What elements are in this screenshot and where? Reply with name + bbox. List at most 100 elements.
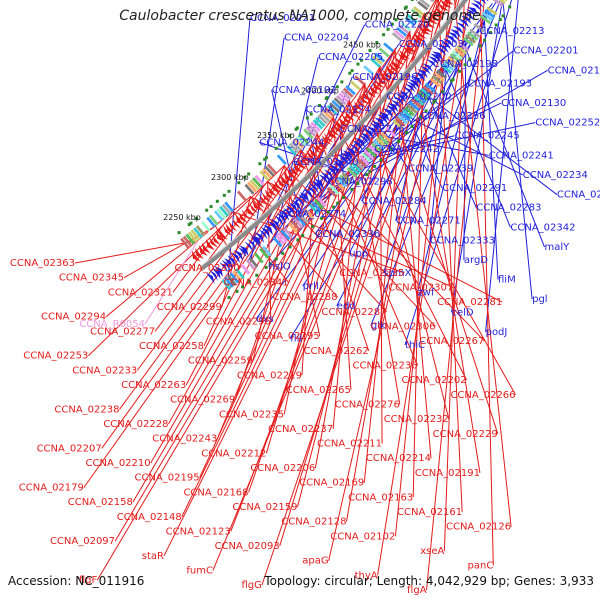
forward-gene-label: CCNA_02197 [548, 65, 600, 76]
tick-mark-outer [463, 63, 467, 67]
cog-category-box-inner [249, 179, 260, 191]
reverse-gene-label-connector [114, 0, 437, 542]
forward-gene-arrow [340, 152, 351, 163]
tick-mark-outer [227, 296, 231, 300]
reverse-gene-arrow [444, 0, 454, 5]
forward-gene-arrow [224, 258, 233, 269]
reverse-gene-arrow [225, 223, 235, 234]
reverse-gene-arrow [368, 84, 380, 95]
reverse-gene-label: CCNA_02299 [157, 302, 222, 313]
reverse-gene-label-connector [132, 30, 411, 503]
reverse-gene-label: CCNA_02341 [223, 278, 288, 289]
forward-gene-label: CCNA_02252 [535, 118, 600, 129]
forward-gene-arrow [414, 72, 426, 82]
reverse-gene-label-connector [394, 0, 451, 537]
forward-gene-label: CCNA_02284 [362, 196, 427, 207]
reverse-gene-arrow [302, 153, 313, 164]
cog-category-box-outer [313, 198, 325, 210]
cog-category-box-outer [436, 69, 448, 80]
forward-gene-label: CCNA_02203 [399, 39, 464, 50]
reverse-gene-label: CCNA_02161 [397, 507, 462, 518]
cog-category-box-inner [180, 237, 190, 249]
cog-category-box-inner [201, 220, 211, 232]
reverse-gene-label-connector [74, 239, 199, 264]
reverse-gene-arrow [329, 126, 340, 137]
tick-mark-inner [274, 146, 278, 150]
reverse-gene-arrow [341, 114, 352, 124]
tick-mark-outer [451, 77, 455, 81]
forward-gene-arrow [450, 29, 462, 38]
cog-category-box-inner [182, 235, 193, 247]
cog-category-box-outer [272, 236, 283, 248]
cog-category-box-outer [413, 95, 425, 106]
forward-gene-label-connector [483, 14, 499, 280]
reverse-gene-label: CCNA_02211 [317, 439, 382, 450]
cog-category-box-outer [373, 139, 385, 151]
reverse-gene-arrow [261, 191, 271, 203]
forward-gene-arrow [455, 21, 467, 31]
reverse-gene-label-connector [443, 0, 465, 551]
forward-gene-arrow [371, 120, 382, 131]
reverse-gene-label: CCNA_02195 [134, 473, 199, 484]
forward-gene-arrow [258, 229, 268, 240]
cog-category-box-inner [336, 94, 347, 106]
cog-category-box-inner [417, 0, 429, 11]
cog-category-box-inner [224, 201, 235, 213]
reverse-gene-label: CCNA_02237 [268, 424, 333, 435]
reverse-gene-label: flgG [241, 580, 261, 591]
tick-mark-outer [468, 57, 472, 61]
tick-mark-inner [359, 58, 363, 62]
scale-tick-label: 2350 kbp [257, 131, 295, 140]
cog-category-box-outer [232, 270, 243, 282]
forward-gene-label: CCNA_02285 [557, 190, 600, 201]
cog-category-box-outer [469, 28, 481, 39]
forward-gene-arrow [285, 205, 295, 216]
cog-category-box-inner [276, 154, 287, 165]
reverse-gene-label-connector [348, 100, 516, 396]
cog-category-box-outer [498, 0, 506, 5]
forward-gene-label: thiC [405, 340, 425, 351]
forward-gene-label: malY [545, 242, 571, 253]
backbone-inner-highlight [200, 0, 464, 268]
reverse-gene-arrow [258, 194, 269, 205]
tick-mark-inner [264, 156, 268, 160]
reverse-gene-label: CCNA_02269 [170, 395, 235, 406]
reverse-gene-label: thyA [355, 570, 378, 581]
cog-category-box-inner [363, 65, 375, 76]
scale-tick-label: 2500 kbp [383, 0, 421, 2]
tick-mark-outer [373, 164, 377, 168]
forward-gene-label: CCNA_02246 [340, 124, 405, 135]
cog-category-box-outer [378, 134, 389, 145]
reverse-gene-arrow [222, 225, 232, 237]
forward-gene-arrow [358, 134, 369, 144]
reverse-gene-label: CCNA_02235 [219, 409, 284, 420]
reverse-gene-label: CCNA_02258 [139, 341, 204, 352]
forward-gene-arrow [323, 169, 334, 180]
gene-labels: CCNA_02221 CCNA_02220 CCNA_02213 CCNA_02204… [10, 13, 600, 596]
cog-category-box-outer [434, 71, 446, 82]
reverse-gene-arrow [372, 81, 383, 91]
cog-category-box-outer [329, 184, 340, 196]
reverse-gene-label: fumC [186, 565, 213, 576]
forward-gene-arrow [369, 122, 380, 133]
forward-gene-arrow [417, 69, 428, 79]
forward-gene-arrow [263, 224, 273, 236]
cog-category-box-inner [221, 203, 232, 215]
tick-mark-inner [294, 127, 298, 131]
cog-category-box-inner [354, 75, 365, 86]
cog-category-box-inner [319, 111, 331, 123]
rna-gene-label-connector [144, 240, 199, 325]
cog-category-box-inner [303, 128, 314, 140]
forward-gene-arrow [311, 180, 322, 192]
forward-gene-arrow [447, 31, 459, 41]
tick-mark-outer [336, 201, 340, 205]
reverse-gene-label: CCNA_02159 [232, 502, 297, 513]
cog-category-box-inner [293, 138, 304, 149]
tick-mark-outer [488, 31, 492, 35]
cog-category-box-inner [216, 208, 227, 219]
forward-gene-arrow [306, 185, 317, 196]
reverse-gene-label: CCNA_02295 [255, 331, 320, 342]
reverse-gene-label-connector [301, 133, 318, 376]
reverse-gene-arrow [271, 182, 282, 194]
tick-mark-outer [288, 245, 292, 249]
